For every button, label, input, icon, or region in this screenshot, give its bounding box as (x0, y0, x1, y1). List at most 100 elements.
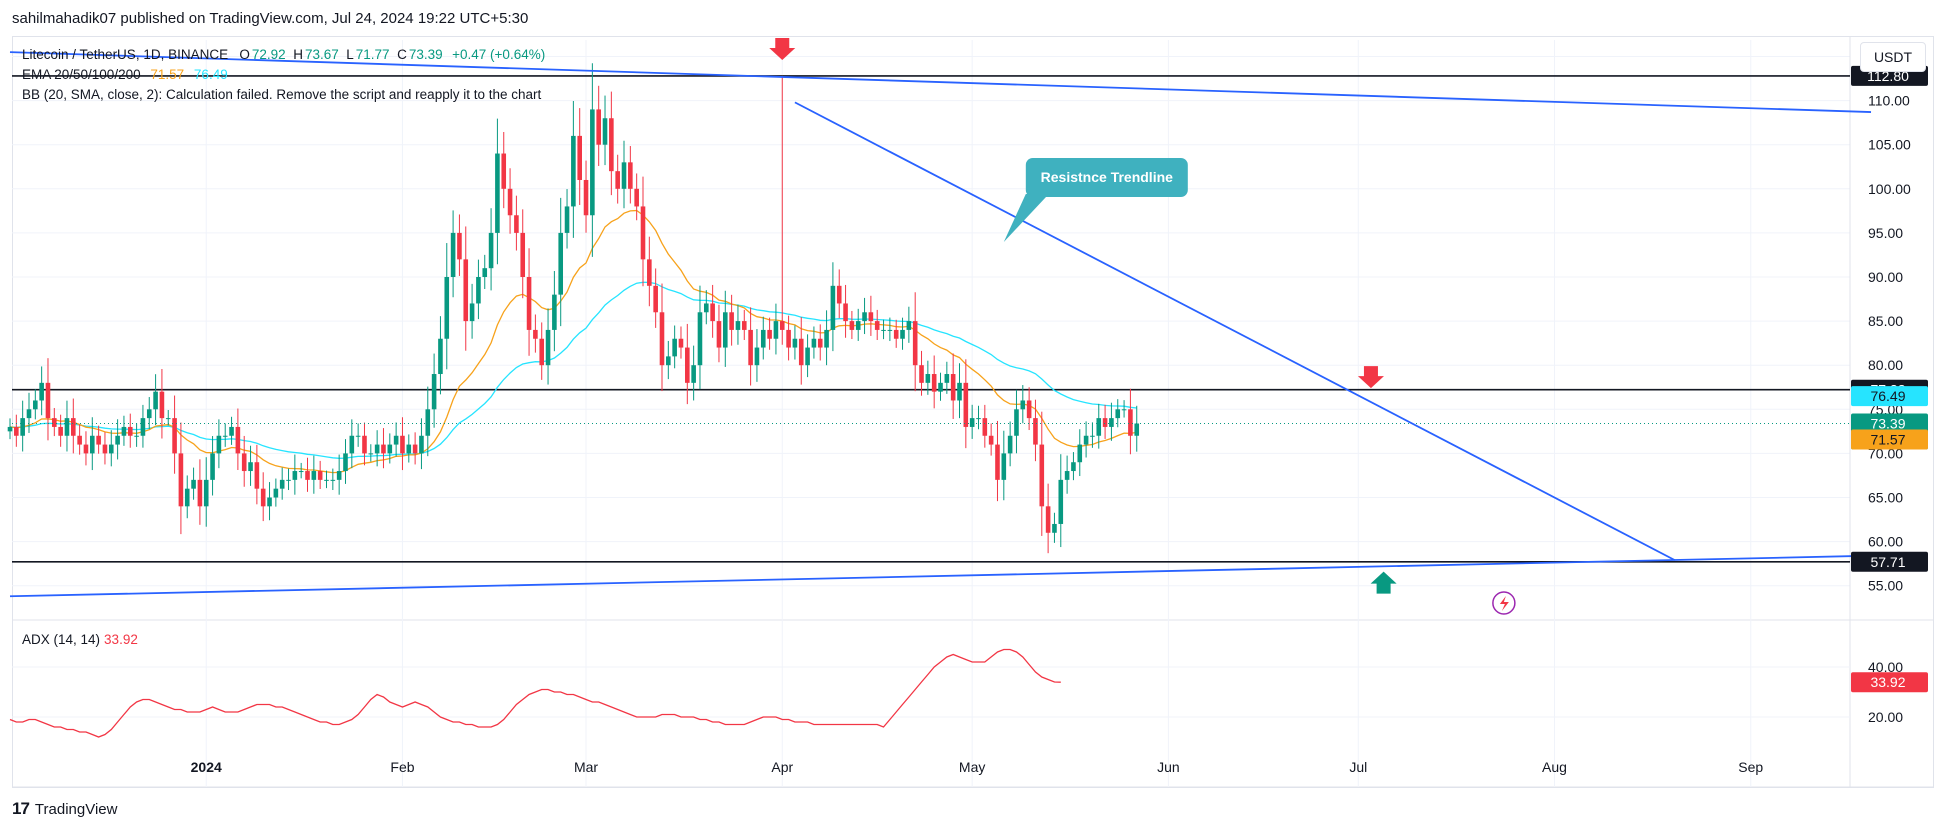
candle-body (602, 118, 608, 145)
candle-body (577, 135, 582, 180)
candle-body (1109, 418, 1114, 427)
candle-body (368, 453, 374, 455)
candle-body (336, 471, 342, 480)
callout-text: Resistnce Trendline (1041, 169, 1173, 185)
candle-body (678, 338, 684, 348)
ema-label[interactable]: EMA 20/50/100/200 (22, 67, 141, 82)
candle-body (729, 312, 734, 330)
candle-body (609, 118, 614, 172)
price-label-box (1851, 429, 1928, 450)
candle-body (792, 338, 798, 348)
candle-body (659, 312, 665, 366)
candle-body (571, 135, 576, 207)
tradingview-logo-icon: 17 (12, 799, 30, 818)
candle-body (222, 435, 228, 437)
candle-body (919, 365, 924, 383)
candle-body (666, 356, 671, 366)
candle-body (1026, 400, 1032, 419)
x-tick-label: May (959, 759, 985, 775)
candle-body (267, 497, 272, 507)
buy-arrow-icon (1370, 571, 1397, 594)
upper-trendline (9, 51, 1872, 113)
candle-body (874, 321, 880, 330)
candle-body (134, 435, 139, 437)
y-tick-label: 60.00 (1868, 534, 1903, 550)
candle-body (779, 321, 785, 330)
candle-body (153, 391, 158, 410)
candle-body (58, 426, 63, 436)
currency-button[interactable]: USDT (1860, 42, 1926, 72)
candle-body (735, 321, 741, 330)
candle-body (89, 435, 95, 454)
bb-label[interactable]: BB (20, SMA, close, 2): Calculation fail… (22, 87, 542, 102)
publisher-line: sahilmahadik07 published on TradingView.… (12, 10, 529, 27)
candle-body (469, 303, 475, 322)
candle-body (463, 259, 469, 322)
candle-body (1102, 418, 1108, 427)
candle-body (20, 418, 25, 436)
candle-body (767, 329, 772, 339)
adx-label[interactable]: ADX (14, 14) (22, 632, 101, 647)
candle-body (7, 426, 13, 432)
x-tick-label: Feb (390, 759, 414, 775)
candle-body (311, 471, 317, 480)
candle-body (45, 382, 51, 419)
candle-body (140, 418, 146, 436)
y-tick-label: 100.00 (1868, 181, 1911, 197)
adx-price-label-text: 33.92 (1870, 674, 1905, 690)
candle-body (539, 338, 545, 366)
candle-body (786, 329, 791, 348)
candle-body (798, 338, 804, 366)
candle-body (381, 444, 386, 454)
candle-body (444, 277, 450, 339)
candle-body (849, 321, 855, 330)
candle-body (146, 409, 152, 419)
candle-body (406, 444, 412, 454)
close-label: C (397, 47, 407, 62)
candle-body (925, 374, 931, 383)
candle-body (963, 382, 969, 427)
candle-body (501, 153, 507, 189)
bb-row: BB (20, SMA, close, 2): Calculation fail… (22, 85, 545, 105)
chart-legend: Litecoin / TetherUS, 1D, BINANCE O 72.92 … (22, 45, 545, 105)
candle-body (552, 294, 557, 330)
top-bar: sahilmahadik07 published on TradingView.… (0, 0, 1946, 36)
sell-arrow-icon (769, 38, 796, 61)
y-tick-label: 90.00 (1868, 269, 1903, 285)
candle-body (1039, 444, 1045, 507)
candle-body (843, 303, 848, 322)
candle-body (741, 321, 747, 330)
candle-body (564, 206, 570, 233)
candle-body (1052, 523, 1057, 533)
candle-body (184, 488, 190, 507)
price-label-text: 76.49 (1870, 388, 1905, 404)
candle-body (1096, 418, 1102, 436)
candle-body (507, 188, 513, 216)
x-tick-label: Apr (771, 759, 793, 775)
candle-body (450, 232, 456, 277)
price-label-box (1851, 551, 1928, 572)
candle-body (349, 435, 355, 454)
y-tick-label: 80.00 (1868, 357, 1903, 373)
candle-body (830, 285, 836, 330)
candle-body (672, 338, 677, 357)
x-tick-label: 2024 (191, 759, 222, 775)
adx-line (9, 648, 1061, 738)
candle-body (995, 444, 1000, 480)
candle-body (191, 479, 196, 489)
candle-body (514, 215, 519, 233)
candle-body (431, 374, 437, 410)
candle-body (944, 374, 950, 383)
candle-body (1058, 479, 1064, 524)
ema20-line (9, 209, 1137, 474)
lightning-icon (1492, 591, 1516, 615)
open-value: 72.92 (251, 47, 286, 62)
symbol-title[interactable]: Litecoin / TetherUS, 1D, BINANCE (22, 47, 229, 62)
candle-body (533, 329, 538, 339)
candle-body (102, 444, 108, 454)
candle-body (343, 453, 348, 472)
candle-body (292, 471, 298, 480)
candle-body (1077, 444, 1083, 463)
candle-body (438, 338, 443, 375)
